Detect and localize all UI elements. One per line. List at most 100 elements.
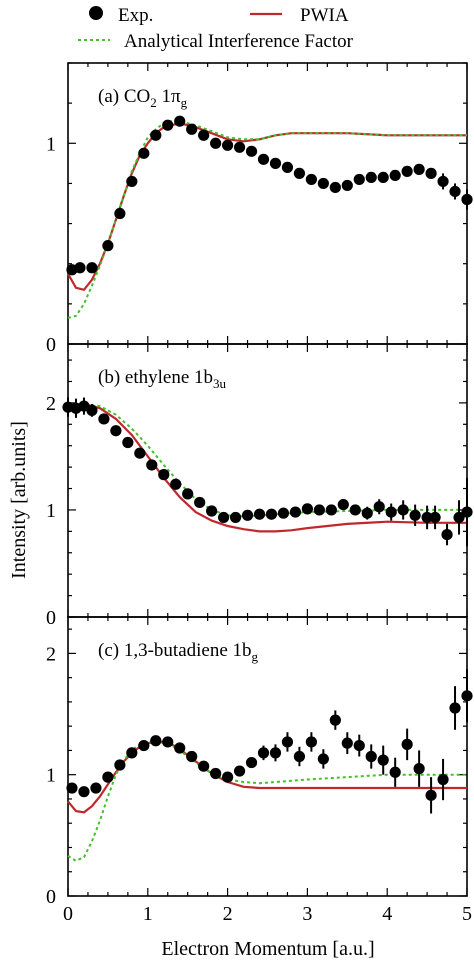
data-point [341, 737, 353, 749]
y-tick-label: 0 [46, 886, 56, 908]
x-tick-label: 4 [382, 903, 392, 925]
data-point [74, 262, 86, 274]
data-point [102, 771, 114, 783]
data-point [218, 511, 230, 524]
data-point [210, 767, 222, 780]
data-point [182, 488, 194, 500]
y-tick-label: 2 [46, 643, 56, 665]
data-point [110, 425, 122, 437]
y-tick-label: 1 [46, 765, 56, 787]
data-point [461, 506, 473, 518]
data-point [397, 504, 409, 516]
data-point [86, 262, 98, 274]
legend-pwia-label: PWIA [300, 5, 349, 26]
data-point [122, 436, 134, 449]
data-point [289, 506, 302, 518]
data-point [413, 763, 425, 775]
data-point [353, 739, 365, 752]
pwia-line [67, 122, 467, 292]
data-point [269, 157, 282, 169]
data-point [158, 469, 170, 481]
data-point [365, 171, 377, 184]
data-point [305, 736, 317, 748]
panels: 0 1 (a) CO2 1πg 0 1 2 (b) ethylene 1b3u 0 1 2 0 1 2 3… [46, 62, 473, 925]
data-point [389, 766, 401, 778]
pwia-line [67, 402, 467, 533]
data-point [389, 169, 401, 181]
x-tick-label: 2 [223, 903, 233, 925]
data-point [449, 702, 461, 714]
data-point [413, 163, 425, 175]
aif-line [67, 120, 467, 319]
legend-exp-marker [89, 6, 103, 20]
data-point [453, 511, 465, 524]
data-point [377, 171, 389, 184]
data-point [134, 447, 146, 459]
data-point [126, 747, 138, 759]
data-point [114, 759, 126, 771]
data-point [174, 115, 186, 127]
data-point [245, 145, 258, 157]
data-point [222, 139, 234, 151]
data-point [337, 498, 349, 511]
data-point [150, 735, 162, 747]
x-axis-label: Electron Momentum [a.u.] [161, 938, 374, 960]
data-point [325, 504, 337, 516]
data-point [329, 181, 341, 194]
data-point [449, 185, 461, 198]
data-point [233, 765, 246, 777]
data-point [245, 756, 258, 769]
data-point [313, 504, 325, 516]
y-axis-label: Intensity [arb.units] [8, 421, 30, 579]
data-point [253, 508, 266, 520]
data-point [86, 404, 98, 416]
panel-label: (b) ethylene 1b3u [98, 367, 227, 391]
legend-exp-label: Exp. [118, 5, 153, 26]
data-point [257, 153, 270, 165]
data-point [146, 459, 158, 471]
data-point [293, 750, 306, 763]
data-point [401, 738, 413, 750]
data-point [233, 141, 246, 153]
panel-1: 0 1 2 (b) ethylene 1b3u [46, 343, 473, 629]
y-tick-label: 1 [46, 500, 56, 522]
data-point [441, 528, 453, 541]
data-point [281, 736, 294, 748]
data-point [341, 179, 353, 192]
data-point [353, 173, 365, 186]
data-point [174, 742, 186, 754]
data-point [421, 511, 433, 524]
data-point [210, 137, 222, 149]
data-point [377, 754, 389, 766]
panel-label: (a) CO2 1πg [98, 86, 188, 110]
data-point [138, 147, 150, 159]
data-point [186, 750, 198, 763]
y-tick-label: 0 [46, 607, 56, 629]
panel-0: 0 1 (a) CO2 1πg [46, 62, 473, 356]
data-point [222, 771, 234, 783]
legend: Exp. PWIA Analytical Interference Factor [78, 5, 354, 52]
y-tick-label: 0 [46, 334, 56, 356]
data-point [90, 782, 102, 794]
data-point [365, 750, 377, 763]
data-point [206, 505, 218, 517]
data-point [425, 789, 437, 801]
data-point [241, 509, 254, 521]
data-point [186, 123, 198, 135]
data-point [150, 129, 162, 141]
data-point [305, 173, 317, 186]
data-point [425, 167, 437, 179]
data-point [317, 177, 329, 190]
data-point [269, 747, 282, 759]
data-point [361, 507, 373, 519]
data-point [373, 501, 385, 513]
data-point [78, 786, 90, 798]
data-point [162, 736, 174, 748]
data-point [265, 508, 278, 520]
data-point [98, 413, 110, 425]
data-point [385, 506, 397, 518]
x-tick-label: 0 [63, 903, 73, 925]
data-point [301, 503, 313, 515]
